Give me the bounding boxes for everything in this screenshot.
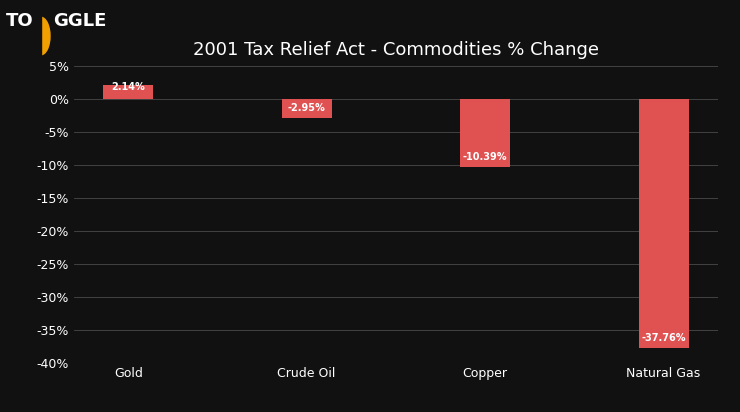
- Circle shape: [32, 17, 50, 55]
- Text: -2.95%: -2.95%: [288, 103, 326, 113]
- Text: -37.76%: -37.76%: [642, 333, 686, 343]
- Bar: [104, 85, 153, 99]
- Text: 2.14%: 2.14%: [111, 82, 145, 92]
- Bar: [282, 99, 332, 118]
- Bar: [460, 99, 510, 167]
- Text: -10.39%: -10.39%: [462, 152, 508, 162]
- Bar: [34, 16, 41, 56]
- Text: GGLE: GGLE: [53, 12, 107, 30]
- Text: TO: TO: [6, 12, 33, 30]
- Bar: [639, 99, 688, 348]
- Title: 2001 Tax Relief Act - Commodities % Change: 2001 Tax Relief Act - Commodities % Chan…: [193, 41, 599, 59]
